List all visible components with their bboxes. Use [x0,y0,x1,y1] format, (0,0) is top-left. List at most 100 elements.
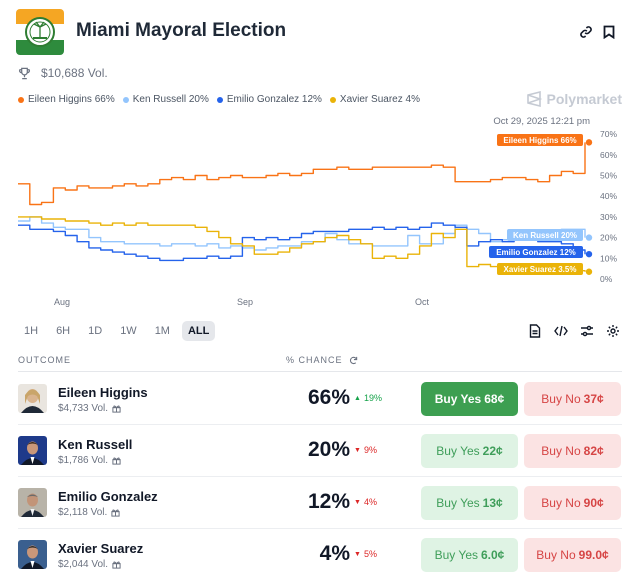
gift-icon [112,457,121,465]
series-line-3[interactable] [18,216,586,272]
chance-percent: 20% [307,438,350,461]
candidate-name[interactable]: Ken Russell [58,437,133,452]
buy-yes-label: Buy Yes [436,444,480,458]
chance-header-label: % CHANCE [286,355,343,365]
y-tick-label: 40% [600,191,617,201]
buy-yes-button[interactable]: Buy Yes 6.0¢ [421,538,518,572]
bookmark-icon[interactable] [600,23,618,41]
buy-yes-price: 68¢ [484,392,505,406]
series-line-2[interactable] [18,222,586,262]
series-end-label-bg [507,229,583,241]
document-icon[interactable] [526,322,544,340]
avatar [18,436,47,465]
outcome-row-higgins: Eileen Higgins $4,733 Vol. 66% ▲ 19% Buy… [18,373,622,425]
volume-text: $10,688 Vol. [41,66,108,80]
outcome-column-header: OUTCOME [18,355,71,365]
buy-no-button[interactable]: Buy No 37¢ [524,382,621,416]
trophy-icon [19,67,30,79]
x-tick-label: Aug [54,297,70,307]
buy-no-button[interactable]: Buy No 99.0¢ [524,538,621,572]
buy-yes-price: 13¢ [482,496,503,510]
candidate-volume-text: $4,733 Vol. [58,403,109,414]
y-tick-label: 30% [600,212,617,222]
series-end-point [585,234,593,241]
chart-svg[interactable]: Oct 29, 2025 12:21 pm 70% 60% 50% 40% 30% 20% 1… [0,112,640,312]
legend-item: Xavier Suarez 4% [329,94,420,105]
buy-no-label: Buy No [541,496,581,510]
row-divider [18,528,622,529]
y-tick-label: 60% [600,150,617,160]
timeframe-1m[interactable]: 1M [154,325,170,337]
gift-icon [111,509,120,517]
gift-icon [112,561,121,569]
legend-label: Eileen Higgins 66% [28,94,115,105]
candidate-name[interactable]: Xavier Suarez [58,541,144,556]
timeframe-6h[interactable]: 6H [56,325,71,337]
chance-change-value: 4% [363,497,377,507]
timeframe-1h[interactable]: 1H [24,325,39,337]
buy-yes-button[interactable]: Buy Yes 13¢ [421,486,518,520]
legend-dot [122,96,129,103]
link-icon[interactable] [577,23,595,41]
chart-legend: Eileen Higgins 66% Ken Russell 20% Emili… [18,94,428,105]
series-end-label: Xavier Suarez 3.5% [504,265,577,274]
chance-change-value: 5% [363,549,377,559]
candidate-volume-text: $2,118 Vol. [58,507,108,518]
buy-yes-button[interactable]: Buy Yes 68¢ [421,382,518,416]
buy-no-button[interactable]: Buy No 82¢ [524,434,621,468]
series-line-0[interactable] [18,142,586,206]
legend-label: Ken Russell 20% [132,94,209,105]
gear-icon[interactable] [604,322,622,340]
embed-code-icon[interactable] [552,322,570,340]
candidate-name[interactable]: Emilio Gonzalez [58,489,158,504]
gift-icon [112,405,121,413]
arrow-down-icon: ▼ [354,498,361,506]
legend-dot [18,96,24,103]
polymarket-brand: Polymarket [526,91,622,107]
settings-sliders-icon[interactable] [578,322,596,340]
series-end-label: Emilio Gonzalez 12% [496,248,576,257]
timeframe-1d[interactable]: 1D [88,325,103,337]
series-end-point [585,250,593,258]
x-tick-label: Oct [415,297,430,307]
candidate-name[interactable]: Eileen Higgins [58,385,148,400]
price-chart[interactable]: Oct 29, 2025 12:21 pm 70% 60% 50% 40% 30% 20% 1… [0,112,640,312]
timeframe-all[interactable]: ALL [181,321,216,341]
chance-change: ▼ 5% [354,549,377,559]
buy-no-label: Buy No [536,548,576,562]
buy-yes-label: Buy Yes [436,496,480,510]
candidate-volume-text: $2,044 Vol. [58,559,109,570]
chance-column-header: % CHANCE [286,355,358,365]
timeframe-selector: 1H 6H 1D 1W 1M ALL [18,321,221,341]
table-divider [18,371,622,372]
chance-change: ▼ 4% [354,497,377,507]
series-end-label-bg [497,134,583,146]
outcome-row-suarez: Xavier Suarez $2,044 Vol. 4% ▼ 5% Buy Ye… [18,529,622,581]
series-end-point [585,268,593,275]
miami-seal-logo [16,9,64,55]
buy-yes-label: Buy Yes [434,548,478,562]
legend-item: Emilio Gonzalez 12% [216,94,322,105]
chance-change-value: 19% [363,393,382,403]
series-end-point [585,139,593,146]
buy-no-label: Buy No [541,392,581,406]
chance-percent: 4% [319,542,350,565]
buy-no-button[interactable]: Buy No 90¢ [524,486,621,520]
legend-dot [216,96,223,103]
avatar [18,384,47,413]
candidate-volume: $2,118 Vol. [58,507,120,518]
buy-no-price: 82¢ [583,444,604,458]
refresh-icon[interactable] [349,356,358,365]
buy-yes-label: Buy Yes [434,392,482,406]
buy-yes-button[interactable]: Buy Yes 22¢ [421,434,518,468]
market-volume: $10,688 Vol. [18,65,108,81]
avatar [18,540,47,569]
series-end-label: Ken Russell 20% [513,231,577,240]
legend-dot [329,96,336,103]
polymarket-logo-icon [526,91,542,107]
buy-no-price: 90¢ [583,496,604,510]
outcome-row-gonzalez: Emilio Gonzalez $2,118 Vol. 12% ▼ 4% Buy… [18,477,622,529]
x-tick-label: Sep [237,297,253,307]
timeframe-1w[interactable]: 1W [120,325,137,337]
candidate-volume: $2,044 Vol. [58,559,121,570]
